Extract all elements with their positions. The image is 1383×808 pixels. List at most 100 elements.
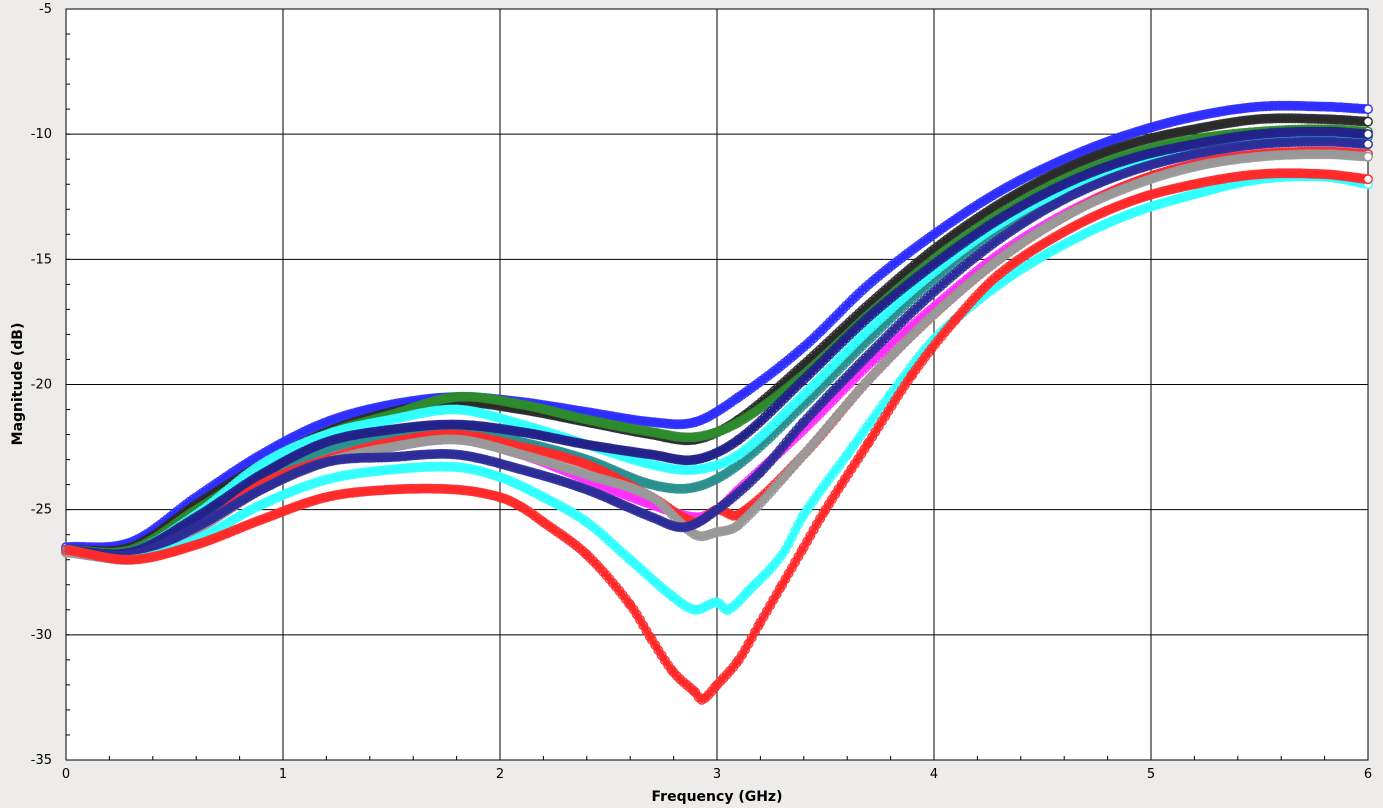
data-point-marker (1352, 116, 1363, 127)
data-point-marker (464, 391, 475, 402)
data-point-marker (1322, 114, 1333, 125)
data-point-marker (1277, 100, 1288, 111)
data-point-marker (1254, 114, 1265, 125)
y-axis-title: Magnitude (dB) (10, 323, 26, 446)
data-point-marker (808, 333, 819, 344)
data-point-marker (841, 300, 852, 311)
data-point-marker (1300, 113, 1311, 124)
data-point-marker (802, 339, 813, 350)
x-tick-label: 4 (930, 767, 938, 782)
data-point-marker (1326, 101, 1337, 112)
x-tick-label: 0 (62, 767, 70, 782)
x-tick-label: 6 (1364, 767, 1372, 782)
data-point-marker (1251, 101, 1262, 112)
data-point-marker (467, 391, 478, 402)
y-tick-label: -30 (31, 628, 52, 643)
data-point-marker (669, 419, 680, 430)
data-point-marker (656, 418, 667, 429)
data-point-marker (1335, 114, 1346, 125)
data-point-marker (1335, 102, 1346, 113)
data-point-marker (669, 483, 680, 494)
data-point-marker (1280, 113, 1291, 124)
series-end-marker (1363, 129, 1373, 139)
data-point-marker (666, 483, 677, 494)
y-tick-label: -5 (39, 2, 52, 17)
data-point-marker (1270, 113, 1281, 124)
series-end-marker (1363, 152, 1373, 162)
data-point-marker (1238, 115, 1249, 126)
data-point-marker (1329, 102, 1340, 113)
data-point-marker (1319, 114, 1330, 125)
data-point-marker (1293, 100, 1304, 111)
data-point-marker (672, 483, 683, 494)
data-point-marker (637, 415, 648, 426)
data-point-marker (1332, 102, 1343, 113)
data-point-marker (1296, 101, 1307, 112)
data-point-marker (1267, 113, 1278, 124)
data-point-marker (451, 391, 462, 402)
data-point-marker (824, 317, 835, 328)
data-point-marker (1303, 101, 1314, 112)
data-point-marker (1264, 113, 1275, 124)
data-point-marker (1248, 102, 1259, 113)
data-point-marker (821, 320, 832, 331)
data-point-marker (640, 416, 651, 427)
data-point-marker (831, 310, 842, 321)
y-tick-label: -15 (31, 252, 52, 267)
data-point-marker (1277, 113, 1288, 124)
data-point-marker (1352, 103, 1363, 114)
minor-ticks (65, 8, 1369, 761)
data-point-marker (834, 307, 845, 318)
data-point-marker (672, 419, 683, 430)
data-point-marker (1342, 102, 1353, 113)
data-point-marker (1280, 100, 1291, 111)
data-point-marker (1306, 113, 1317, 124)
data-point-marker (1316, 114, 1327, 125)
data-point-marker (1300, 101, 1311, 112)
series-end-marker (1363, 104, 1373, 114)
data-point-marker (1274, 100, 1285, 111)
data-point-marker (471, 392, 482, 403)
data-point-marker (1322, 101, 1333, 112)
data-point-marker (1329, 114, 1340, 125)
data-point-marker (1348, 115, 1359, 126)
data-point-marker (1244, 115, 1255, 126)
data-point-marker (1270, 100, 1281, 111)
y-tick-label: -20 (31, 378, 52, 393)
data-point-marker (1283, 113, 1294, 124)
data-point-marker (1241, 115, 1252, 126)
data-point-marker (643, 416, 654, 427)
data-point-marker (676, 432, 687, 443)
data-point-marker (1332, 114, 1343, 125)
y-tick-label: -10 (31, 127, 52, 142)
data-point-marker (1306, 101, 1317, 112)
data-point-marker (857, 285, 868, 296)
data-point-marker (653, 417, 664, 428)
data-point-marker (454, 391, 465, 402)
data-point-marker (837, 304, 848, 315)
data-point-marker (1267, 100, 1278, 111)
data-point-marker (1316, 101, 1327, 112)
data-point-marker (1326, 114, 1337, 125)
data-point-marker (1303, 113, 1314, 124)
data-point-marker (1225, 105, 1236, 116)
data-point-marker (663, 418, 674, 429)
data-point-marker (1309, 101, 1320, 112)
data-point-marker (1238, 103, 1249, 114)
data-point-marker (1251, 114, 1262, 125)
data-point-marker (679, 483, 690, 494)
x-tick-label: 2 (496, 767, 504, 782)
series-layer (60, 100, 1374, 705)
data-point-marker (1309, 113, 1320, 124)
x-tick-label: 5 (1147, 767, 1155, 782)
data-point-marker (1274, 113, 1285, 124)
data-point-marker (458, 391, 469, 402)
data-point-marker (867, 276, 878, 287)
data-point-marker (844, 297, 855, 308)
series-end-marker (1363, 139, 1373, 149)
data-point-marker (1313, 101, 1324, 112)
data-point-marker (679, 432, 690, 443)
data-point-marker (818, 323, 829, 334)
data-point-marker (1339, 115, 1350, 126)
